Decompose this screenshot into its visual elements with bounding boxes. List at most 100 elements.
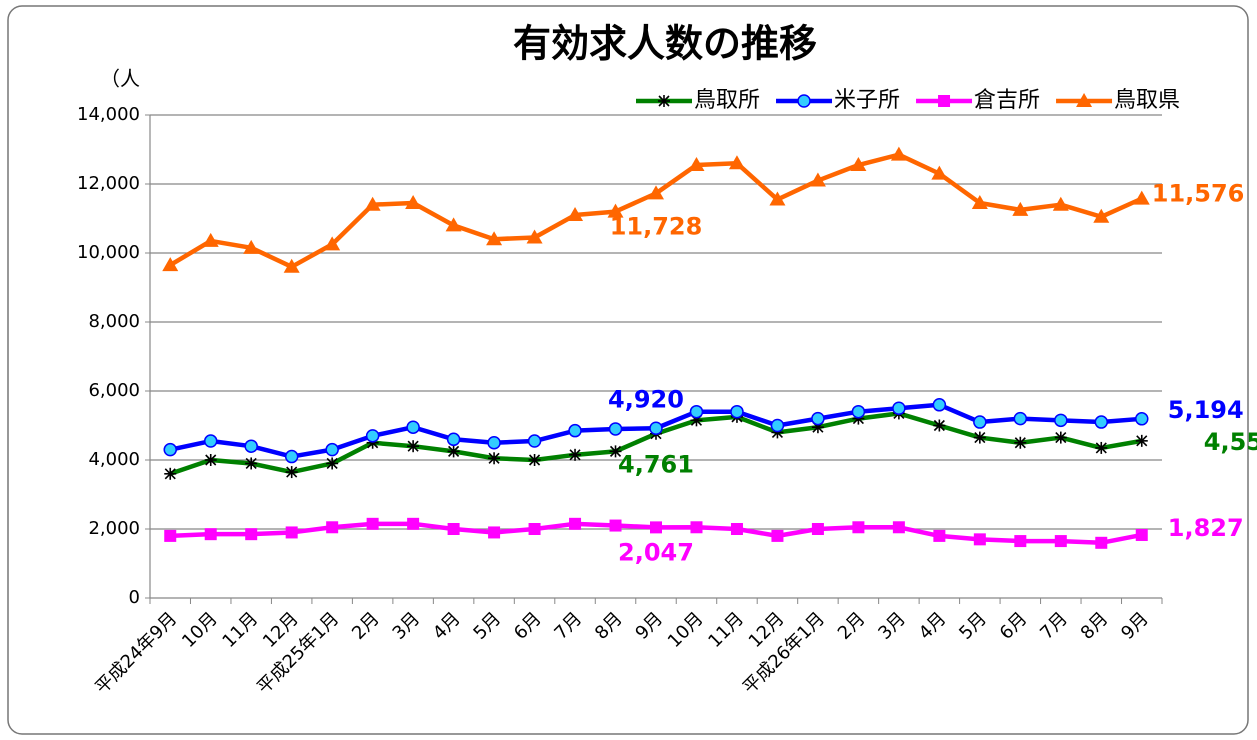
chart-title: 有効求人数の推移: [513, 22, 817, 66]
marker-stroke: [164, 468, 176, 480]
marker: [407, 440, 420, 453]
marker: [567, 207, 584, 222]
marker: [688, 157, 705, 172]
marker: [809, 172, 826, 187]
legend-label: 倉吉所: [974, 88, 1040, 113]
marker: [730, 523, 743, 535]
marker: [202, 232, 219, 247]
marker: [1135, 434, 1148, 447]
marker: [164, 467, 177, 480]
marker: [658, 95, 670, 107]
marker-stroke: [488, 452, 500, 464]
marker: [1133, 190, 1150, 205]
y-tick-label: 10,000: [77, 242, 140, 263]
legend-item: 米子所: [776, 88, 900, 113]
marker: [244, 439, 258, 453]
marker: [730, 404, 744, 419]
legend-item: 鳥取県: [1056, 88, 1180, 113]
marker: [164, 529, 177, 542]
marker: [366, 517, 379, 530]
marker: [1012, 201, 1029, 216]
marker-stroke: [658, 95, 670, 107]
marker: [811, 523, 824, 535]
marker: [284, 449, 299, 464]
marker-stroke: [1136, 435, 1148, 447]
data-label: 5,194: [1168, 396, 1244, 424]
marker: [728, 155, 745, 170]
marker: [1076, 93, 1093, 107]
marker-stroke: [286, 466, 298, 478]
y-tick-label: 4,000: [88, 449, 140, 470]
marker: [1135, 412, 1149, 426]
marker: [769, 191, 786, 206]
marker: [163, 442, 177, 457]
marker-stroke: [1055, 432, 1067, 444]
marker: [285, 526, 298, 539]
marker: [245, 528, 258, 541]
marker: [1093, 208, 1110, 223]
y-tick-label: 0: [129, 587, 140, 608]
marker: [852, 521, 865, 534]
marker: [243, 239, 260, 254]
marker: [446, 432, 461, 447]
legend-label: 鳥取所: [694, 88, 760, 113]
marker: [689, 404, 704, 419]
marker: [609, 519, 622, 532]
marker: [850, 157, 867, 172]
marker: [569, 517, 582, 530]
data-label: 4,920: [608, 385, 684, 413]
marker: [892, 521, 905, 534]
marker: [797, 94, 811, 108]
marker: [811, 411, 825, 426]
marker: [245, 457, 258, 470]
marker: [1094, 415, 1109, 429]
marker-stroke: [569, 449, 581, 461]
marker: [1095, 441, 1108, 454]
marker: [487, 436, 501, 450]
marker-stroke: [245, 457, 257, 470]
marker-stroke: [609, 445, 622, 457]
marker-stroke: [528, 454, 541, 466]
marker: [1052, 196, 1069, 211]
legend-item: 鳥取所: [636, 88, 760, 113]
y-axis-label: （人: [100, 67, 140, 91]
data-label: 1,827: [1168, 514, 1244, 542]
marker-stroke: [974, 432, 986, 444]
marker: [607, 203, 624, 218]
marker: [1135, 528, 1148, 541]
marker: [649, 421, 663, 436]
marker: [325, 442, 339, 457]
marker: [486, 231, 503, 246]
marker: [1054, 535, 1067, 548]
marker: [650, 521, 662, 534]
marker: [569, 448, 582, 461]
marker: [608, 422, 623, 436]
data-label: 11,728: [610, 212, 703, 240]
marker: [932, 398, 947, 412]
marker: [405, 194, 422, 209]
marker: [488, 526, 501, 539]
marker: [285, 466, 298, 479]
marker: [326, 457, 339, 470]
marker: [162, 257, 179, 272]
marker: [771, 529, 784, 542]
marker: [933, 419, 946, 432]
marker: [770, 418, 785, 433]
marker: [568, 423, 582, 438]
marker: [892, 401, 906, 415]
marker: [528, 523, 541, 535]
chart-frame: [7, 5, 1249, 735]
marker-stroke: [448, 445, 460, 457]
marker: [1054, 413, 1068, 428]
data-label: 2,047: [618, 538, 694, 566]
marker-stroke: [407, 440, 419, 452]
marker-stroke: [205, 454, 217, 466]
marker: [938, 95, 951, 107]
marker: [933, 529, 946, 542]
data-label: 4,761: [618, 451, 694, 479]
marker: [527, 434, 542, 448]
marker: [851, 404, 866, 419]
marker-stroke: [933, 419, 945, 432]
marker: [528, 454, 541, 466]
